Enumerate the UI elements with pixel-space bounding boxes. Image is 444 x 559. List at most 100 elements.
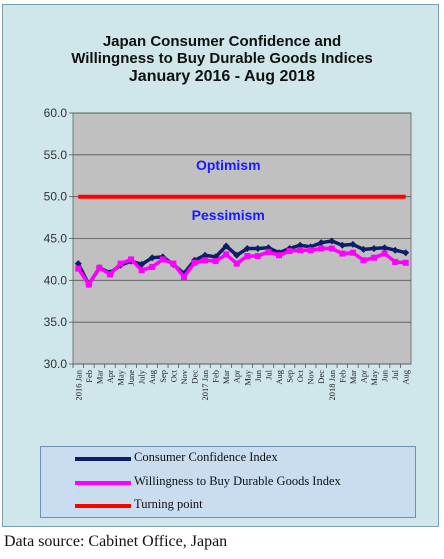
data-point-consumer-confidence	[338, 241, 346, 249]
data-point-consumer-confidence	[243, 245, 251, 253]
data-point-consumer-confidence	[370, 245, 378, 253]
x-tick-label: Mar	[221, 370, 231, 384]
x-tick-label: Nov	[179, 369, 189, 384]
x-tick-label: Mar	[94, 370, 104, 384]
legend-label-consumer-confidence: Consumer Confidence Index	[134, 450, 278, 464]
x-tick-label: Jun	[253, 369, 263, 382]
x-tick-label: Feb	[211, 370, 221, 383]
data-point-durable-goods	[265, 248, 272, 255]
data-point-consumer-confidence	[296, 241, 304, 249]
data-point-durable-goods	[159, 256, 166, 263]
data-point-durable-goods	[307, 247, 314, 254]
x-tick-label: Feb	[337, 370, 347, 383]
data-point-durable-goods	[349, 249, 356, 256]
data-point-durable-goods	[286, 248, 293, 255]
y-tick-label: 35.0	[44, 315, 68, 329]
x-tick-label: Jun	[380, 369, 390, 382]
x-tick-label: July	[137, 369, 147, 384]
x-tick-label: Mar	[348, 370, 358, 384]
data-point-durable-goods	[96, 264, 103, 271]
y-tick-label: 45.0	[44, 232, 68, 246]
x-tick-label: Oct	[295, 369, 305, 382]
data-source-note: Data source: Cabinet Office, Japan	[4, 533, 228, 550]
data-point-durable-goods	[318, 245, 325, 252]
data-point-consumer-confidence	[148, 254, 156, 262]
y-tick-label: 60.0	[44, 106, 68, 120]
data-point-durable-goods	[275, 252, 282, 259]
x-tick-label: Jul	[263, 369, 273, 380]
data-point-consumer-confidence	[359, 245, 367, 253]
legend-swatch-consumer-confidence	[75, 457, 131, 461]
data-point-durable-goods	[138, 267, 145, 274]
x-tick-label: May	[116, 369, 126, 385]
chart-title: Japan Consumer Confidence and	[102, 33, 342, 50]
data-point-durable-goods	[202, 257, 209, 264]
data-point-durable-goods	[85, 281, 92, 288]
data-point-durable-goods	[128, 256, 135, 263]
x-tick-label: Apr	[105, 370, 115, 383]
data-point-durable-goods	[328, 245, 335, 252]
x-tick-label: June	[126, 370, 136, 386]
x-tick-label: 2018 Jan	[327, 369, 337, 400]
x-tick-label: Sep	[158, 370, 168, 383]
data-point-consumer-confidence	[233, 251, 241, 259]
x-tick-label: Aug	[274, 369, 284, 384]
data-point-durable-goods	[371, 254, 378, 261]
data-point-durable-goods	[381, 250, 388, 257]
legend-item-turning-point: Turning point	[41, 495, 417, 515]
x-tick-label: Sep	[285, 370, 295, 383]
y-tick-label: 30.0	[44, 357, 68, 371]
x-tick-label: Apr	[358, 370, 368, 383]
x-tick-label: May	[242, 369, 252, 385]
x-tick-label: Nov	[306, 369, 316, 384]
x-tick-label: 2016 Jan	[73, 369, 83, 400]
data-point-consumer-confidence	[201, 251, 209, 259]
legend-label-durable-goods: Willingness to Buy Durable Goods Index	[134, 474, 341, 488]
x-tick-label: Feb	[84, 370, 94, 383]
x-tick-label: Aug	[401, 369, 411, 384]
chart-subtitle: January 2016 - Aug 2018	[128, 68, 316, 85]
legend: Consumer Confidence Index Willingness to…	[40, 446, 416, 518]
legend-swatch-turning-point	[75, 504, 131, 508]
data-point-durable-goods	[117, 260, 124, 267]
data-point-durable-goods	[180, 273, 187, 280]
data-point-durable-goods	[402, 259, 409, 266]
x-tick-label: 2017 Jan	[200, 369, 210, 400]
x-tick-label: Aug	[147, 369, 157, 384]
data-point-durable-goods	[360, 257, 367, 264]
data-point-consumer-confidence	[328, 237, 336, 245]
y-tick-label: 50.0	[44, 190, 68, 204]
data-point-durable-goods	[223, 251, 230, 258]
data-point-durable-goods	[212, 258, 219, 265]
legend-label-turning-point: Turning point	[134, 497, 203, 511]
legend-swatch-durable-goods	[75, 481, 131, 485]
data-point-durable-goods	[297, 247, 304, 254]
data-point-durable-goods	[106, 271, 113, 278]
data-point-durable-goods	[244, 253, 251, 260]
data-point-consumer-confidence	[402, 249, 410, 257]
data-point-consumer-confidence	[381, 244, 389, 252]
x-tick-label: Jul	[390, 369, 400, 380]
x-tick-label: Oct	[168, 369, 178, 382]
data-point-durable-goods	[339, 250, 346, 257]
x-tick-label: Dec	[316, 370, 326, 384]
chart-title-line2: Willingness to Buy Durable Goods Indices	[71, 50, 373, 67]
data-point-consumer-confidence	[317, 239, 325, 247]
data-point-durable-goods	[149, 263, 156, 270]
data-point-consumer-confidence	[74, 260, 82, 268]
data-point-durable-goods	[233, 260, 240, 267]
data-point-consumer-confidence	[349, 240, 357, 248]
annotation-label: Optimism	[196, 157, 261, 173]
y-tick-label: 55.0	[44, 148, 68, 162]
x-tick-label: Dec	[189, 370, 199, 384]
x-tick-label: May	[369, 369, 379, 385]
y-tick-label: 40.0	[44, 273, 68, 287]
data-point-consumer-confidence	[222, 242, 230, 250]
data-point-consumer-confidence	[254, 245, 262, 253]
data-point-durable-goods	[254, 253, 261, 260]
legend-item-consumer-confidence: Consumer Confidence Index	[41, 448, 417, 468]
data-point-durable-goods	[170, 260, 177, 267]
data-point-durable-goods	[191, 259, 198, 266]
legend-item-durable-goods: Willingness to Buy Durable Goods Index	[41, 472, 417, 492]
